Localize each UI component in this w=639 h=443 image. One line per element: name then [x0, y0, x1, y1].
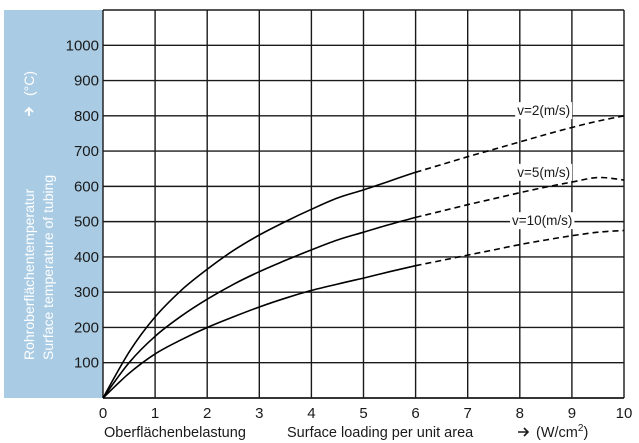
y-tick-label: 800 — [74, 108, 99, 125]
x-tick-label: 5 — [359, 405, 367, 422]
y-axis-title-unit: (°C) — [21, 71, 37, 96]
x-tick-label: 7 — [464, 405, 472, 422]
x-tick-label: 9 — [568, 405, 576, 422]
series-line-dashed — [415, 115, 625, 174]
series-label: v=5(m/s) — [517, 165, 570, 180]
series-label: v=10(m/s) — [512, 213, 572, 228]
chart-ticks: 0 1 2 3 4 5 6 7 8 9 10 100 200 300 400 500 600 700 800 900 1… — [66, 37, 633, 422]
x-tick-label: 0 — [99, 405, 107, 422]
x-tick-label: 6 — [411, 405, 419, 422]
y-tick-label: 900 — [74, 73, 99, 90]
x-axis-title-unit: (W/cm2) — [536, 423, 588, 441]
y-tick-label: 1000 — [66, 37, 99, 54]
series-line-dashed — [415, 176, 625, 219]
x-tick-label: 2 — [203, 405, 211, 422]
y-axis-title: Rohroberflächentemperatur Surface temper… — [21, 71, 56, 360]
series-line-solid — [102, 216, 416, 399]
series-label-background — [509, 212, 575, 230]
y-tick-label: 400 — [74, 249, 99, 266]
series-label-background — [515, 163, 573, 181]
x-tick-label: 1 — [151, 405, 159, 422]
arrow-up-icon — [24, 106, 34, 116]
x-tick-label: 10 — [616, 405, 633, 422]
y-axis-title-de: Rohroberflächentemperatur — [21, 188, 37, 360]
y-axis-label-panel — [4, 10, 103, 398]
y-tick-label: 200 — [74, 319, 99, 336]
y-axis-title-en: Surface temperature of tubing — [40, 175, 56, 360]
x-tick-label: 8 — [516, 405, 524, 422]
chart-series-labels: v=2(m/s) v=5(m/s) v=10(m/s) — [509, 102, 575, 230]
series-line-dashed — [415, 229, 625, 267]
series-line-solid — [102, 264, 416, 399]
series-label: v=2(m/s) — [517, 103, 570, 118]
x-tick-label: 4 — [307, 405, 315, 422]
y-tick-label: 700 — [74, 143, 99, 160]
chart-series — [102, 115, 625, 399]
y-tick-label: 300 — [74, 284, 99, 301]
y-tick-label: 600 — [74, 178, 99, 195]
series-line-solid — [102, 171, 416, 399]
y-tick-label: 100 — [74, 355, 99, 372]
x-axis-title-en: Surface loading per unit area — [287, 425, 474, 441]
series-label-background — [515, 102, 573, 120]
y-tick-label: 500 — [74, 214, 99, 231]
x-tick-label: 3 — [255, 405, 263, 422]
x-axis-title-de: Oberflächenbelastung — [104, 425, 246, 441]
arrow-right-icon — [518, 427, 530, 437]
x-axis-title: Oberflächenbelastung Surface loading per… — [104, 423, 588, 441]
